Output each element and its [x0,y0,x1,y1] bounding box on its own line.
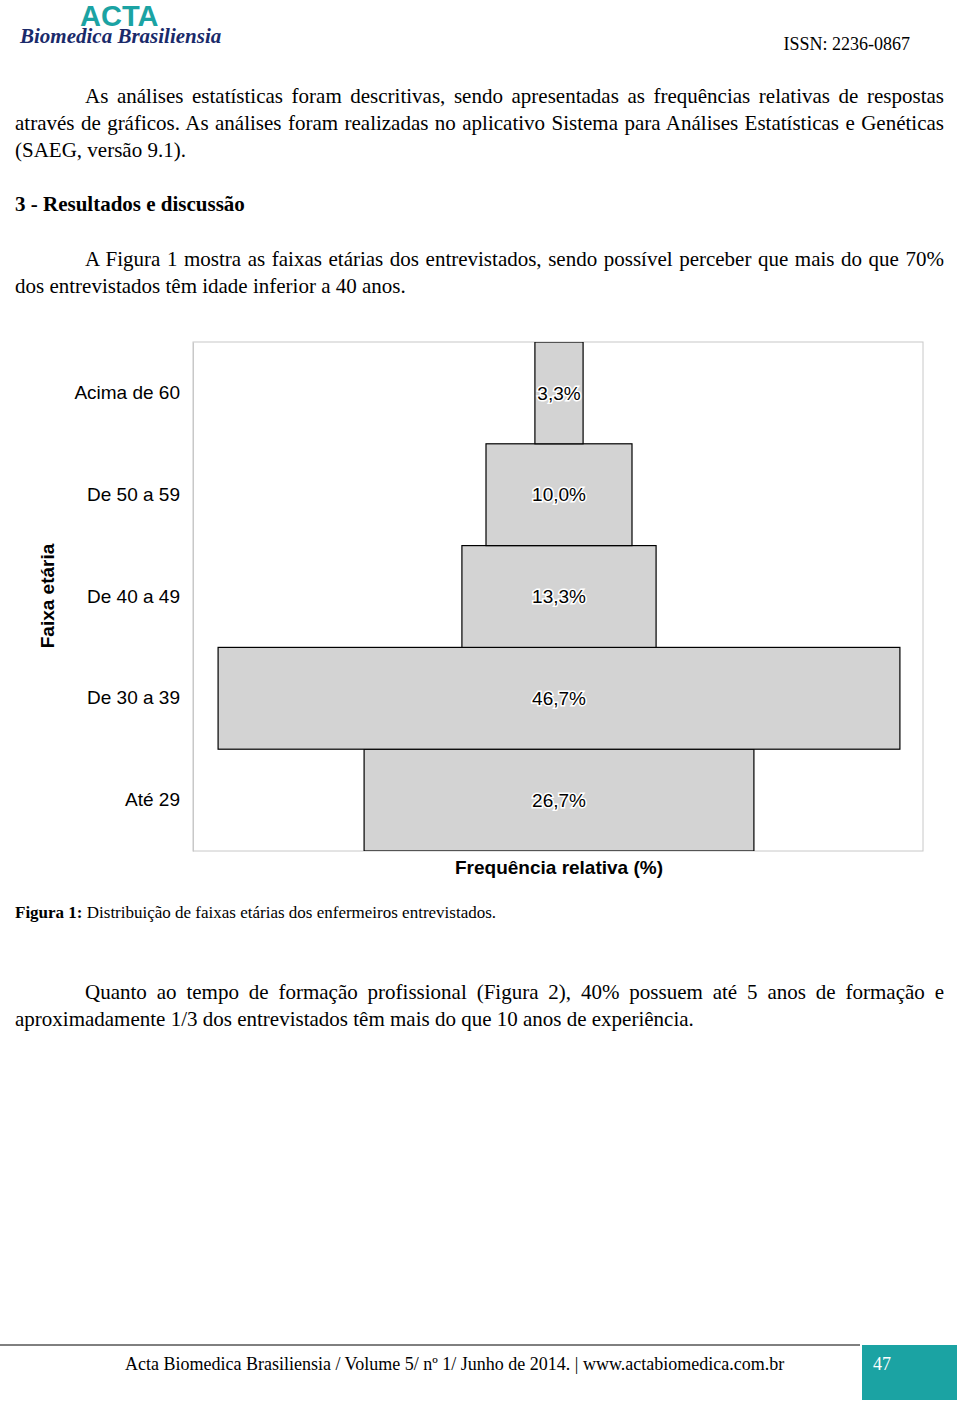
y-tick-label: De 30 a 39 [87,687,180,708]
y-tick-label: Acima de 60 [74,382,180,403]
x-axis-title: Frequência relativa (%) [455,857,663,878]
y-tick-label: De 40 a 49 [87,586,180,607]
data-label: 46,7% [532,688,586,709]
bar [462,546,656,648]
heading: 3 - Resultados e discussão [15,191,245,218]
y-axis: Até 29 De 30 a 39 De 40 a 49 De 50 a 59 Acim… [74,343,193,852]
journal-subtitle: Biomedica Brasiliensia [19,24,221,48]
journal-name: ACTA [80,0,158,32]
data-label: 3,3% [537,383,580,404]
y-tick: De 30 a 39 [87,687,193,708]
data-labels: 26,7% 46,7% 13,3% 10,0% 3,3% [532,383,586,811]
paragraph: Quanto ao tempo de formação profissional… [15,979,944,1033]
bar [535,342,583,444]
y-tick: De 50 a 59 [87,484,193,505]
data-label: 26,7% [532,790,586,811]
y-axis-line [193,343,194,852]
caption-label: Figura 1: [15,903,83,922]
caption-text: Distribuição de faixas etárias dos enfer… [87,903,496,922]
footer-citation: Acta Biomedica Brasiliensia / Volume 5/ … [125,1354,784,1374]
y-tick-label: De 50 a 59 [87,484,180,505]
bar [486,444,632,546]
paragraph: As análises estatísticas foram descritiv… [15,83,944,164]
page-number: 47 [873,1354,891,1374]
y-axis-title: Faixa etária [37,543,58,648]
plot-frame [193,342,923,851]
paragraph: A Figura 1 mostra as faixas etárias dos … [15,246,944,300]
y-tick: Até 29 [125,789,193,810]
page-graphics: ACTABiomedica Brasiliensia ISSN: 2236-086… [0,0,960,1404]
bars [218,342,900,851]
page-number-box [862,1345,957,1400]
chart: Até 29 De 30 a 39 De 40 a 49 De 50 a 59 Acim… [37,342,923,878]
caption: Figura 1: Distribuição de faixas etárias… [15,902,496,924]
y-tick-label: Até 29 [125,789,180,810]
y-tick: De 40 a 49 [87,586,193,607]
y-tick: Acima de 60 [74,382,193,403]
data-label: 13,3% [532,586,586,607]
page: As análises estatísticas foram descritiv… [0,0,960,1404]
footer-rule [0,1345,860,1346]
data-label: 10,0% [532,484,586,505]
bar [364,749,754,851]
issn: ISSN: 2236-0867 [783,34,910,54]
bar [218,647,900,749]
